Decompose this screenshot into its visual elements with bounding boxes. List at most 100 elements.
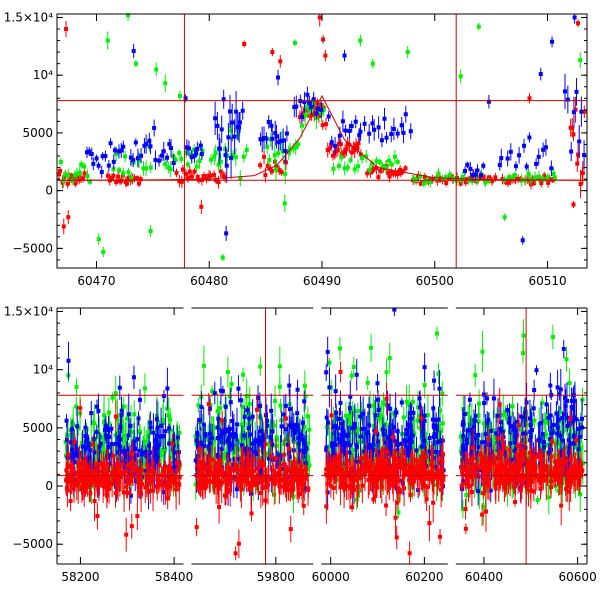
top-red-outlier	[270, 50, 275, 55]
bottom-blue-point	[466, 428, 471, 433]
bottom-blue-point	[153, 447, 158, 452]
bottom-blue-point	[94, 429, 99, 434]
bottom-blue-point	[171, 447, 176, 452]
top-red-point	[62, 174, 67, 179]
bottom-green-point	[379, 413, 384, 418]
bottom-green-point	[477, 401, 482, 406]
bottom-blue-point	[462, 411, 467, 416]
bottom-green-point	[438, 408, 443, 413]
bottom-green-point	[426, 462, 431, 467]
bottom-blue-point	[210, 436, 215, 441]
bottom-red-point	[284, 466, 289, 471]
bottom-green-point	[504, 416, 509, 421]
top-red-point	[349, 150, 354, 155]
top-green-point	[369, 161, 374, 166]
bottom-blue-point	[106, 428, 111, 433]
bottom-green-point	[511, 487, 516, 492]
bottom-blue-point	[337, 416, 342, 421]
top-blue-point	[536, 154, 541, 159]
bottom-blue-point	[281, 412, 286, 417]
bottom-red-point	[229, 467, 234, 472]
bottom-blue-point	[335, 426, 340, 431]
top-blue-point	[198, 143, 203, 148]
top-red-point	[312, 106, 317, 111]
bottom-green-point	[346, 413, 351, 418]
bottom-green-point	[476, 419, 481, 424]
top-blue-point	[524, 164, 529, 169]
bottom-blue-point	[390, 438, 395, 443]
bottom-green-point	[113, 391, 118, 396]
top-red-point	[327, 146, 332, 151]
top-green-point	[216, 162, 221, 167]
top-blue-point	[302, 100, 307, 105]
top-green-outlier	[148, 229, 153, 234]
bottom-red-point	[206, 402, 211, 407]
bottom-green-point	[349, 373, 354, 378]
top-red-point	[106, 173, 111, 178]
bottom-red-point	[291, 467, 296, 472]
bottom-blue-point	[486, 417, 491, 422]
bottom-blue-point	[253, 449, 258, 454]
bottom-green-point	[481, 421, 486, 426]
bottom-green-point	[272, 492, 277, 497]
bottom-blue-point	[576, 447, 581, 452]
bottom-blue-point	[483, 432, 488, 437]
top-red-point	[352, 148, 357, 153]
top-blue-point	[565, 97, 570, 102]
bottom-blue-point	[367, 423, 372, 428]
bottom-red-point	[255, 472, 260, 477]
bottom-red-point	[303, 476, 308, 481]
bottom-blue-point	[431, 423, 436, 428]
bottom-blue-point	[244, 446, 249, 451]
bottom-green-point	[351, 364, 356, 369]
bottom-blue-point	[114, 441, 119, 446]
top-red-point	[338, 142, 343, 147]
top-red-point	[395, 172, 400, 177]
top-red-point	[376, 175, 381, 180]
bottom-blue-point	[276, 458, 281, 463]
bottom-blue-point	[358, 414, 363, 419]
top-red-point	[331, 153, 336, 158]
bottom-green-point	[82, 442, 87, 447]
top-blue-point	[169, 146, 174, 151]
top-green-outlier	[133, 61, 138, 66]
bottom-green-point	[578, 423, 583, 428]
bottom-blue-point	[476, 489, 481, 494]
bottom-blue-point	[327, 385, 332, 390]
top-red-point	[343, 149, 348, 154]
bottom-red-point	[104, 493, 109, 498]
bottom-blue-point	[283, 427, 288, 432]
top-green-point	[428, 179, 433, 184]
top-green-point	[148, 165, 153, 170]
bottom-blue-point	[528, 423, 533, 428]
bottom-red-point	[111, 469, 116, 474]
top-blue-point	[408, 129, 413, 134]
top-blue-point	[266, 120, 271, 125]
bottom-red-point	[128, 462, 133, 467]
top-red-point	[422, 175, 427, 180]
top-blue-point	[223, 153, 228, 158]
bottom-blue-point	[344, 441, 349, 446]
top-ytick-label: 5000	[22, 126, 53, 140]
top-blue-point	[367, 131, 372, 136]
bottom-red-point	[288, 527, 293, 532]
top-blue-point	[347, 129, 352, 134]
top-green-point	[356, 164, 361, 169]
bottom-blue-point	[386, 435, 391, 440]
bottom-green-point	[223, 456, 228, 461]
top-green-point	[126, 170, 131, 175]
bottom-red-point	[160, 483, 165, 488]
bottom-blue-point	[122, 464, 127, 469]
bottom-green-point	[580, 397, 585, 402]
bottom-red-point	[299, 474, 304, 479]
bottom-red-point	[168, 477, 173, 482]
bottom-blue-point	[292, 427, 297, 432]
bottom-red-point	[136, 480, 141, 485]
bottom-green-point	[141, 471, 146, 476]
top-green-point	[123, 154, 128, 159]
bottom-blue-point	[223, 404, 228, 409]
bottom-blue-point	[400, 441, 405, 446]
bottom-blue-point	[243, 462, 248, 467]
top-blue-outlier	[342, 53, 347, 58]
bottom-blue-point	[72, 450, 77, 455]
